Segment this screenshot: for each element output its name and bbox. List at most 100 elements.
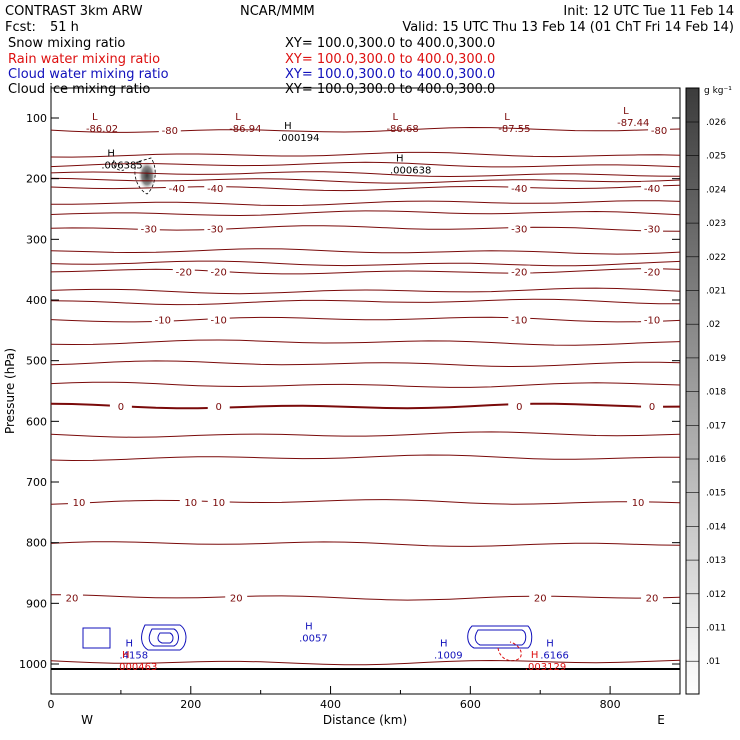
west-endpoint: W: [81, 713, 93, 727]
x-tick-label: 0: [48, 698, 55, 711]
cloud-water-contours: [82, 624, 533, 651]
isotherm-line: [50, 454, 681, 462]
contour-label-bg: [207, 496, 230, 508]
extremum-value: .6166: [540, 651, 569, 662]
contour-label-bg: [204, 222, 227, 234]
isotherm-line: [50, 316, 681, 323]
extremum-value: .006385: [101, 160, 142, 171]
x-tick-label: 800: [600, 698, 621, 711]
contour-label-bg: [67, 496, 90, 508]
contour-label: 0: [516, 402, 522, 413]
extremum-marker: H: [546, 639, 554, 650]
isotherm-line: [50, 177, 681, 184]
contour-label: -30: [141, 224, 157, 235]
contour-label-bg: [508, 265, 531, 277]
extremum-value: -87.44: [617, 118, 649, 129]
colorbar-tick-label: .019: [706, 354, 726, 364]
isotherm-line: [50, 594, 681, 601]
colorbar-ticks: .026 .025 .024 .023 .022 .021 .02 .019 .018 .017.…: [686, 118, 726, 667]
extremum-marker: H: [305, 622, 313, 633]
extremum-marker: L: [92, 112, 98, 123]
colorbar-tick-label: .012: [706, 590, 726, 600]
y-tick-label: 500: [26, 355, 47, 368]
y-axis-label: Pressure (hPa): [3, 348, 17, 434]
extrema-markers: L-86.02L-86.94L-86.68L-87.55L-87.44H.000…: [86, 106, 649, 673]
extremum-marker: H: [125, 639, 133, 650]
y-tick-label: 200: [26, 173, 47, 186]
isotherm-line: [50, 200, 681, 207]
colorbar-tick-label: .021: [706, 287, 726, 297]
contour-label: -10: [644, 315, 660, 326]
contour-label: -10: [155, 315, 171, 326]
x-tick-label: 200: [180, 698, 201, 711]
east-endpoint: E: [657, 713, 665, 727]
ice-contour: [113, 159, 125, 171]
contour-label-bg: [158, 124, 181, 136]
contour-label: -40: [511, 184, 527, 195]
valid-time: Valid: 15 UTC Thu 13 Feb 14 (01 ChT Fri …: [402, 20, 734, 35]
isotherm-line: [50, 210, 681, 217]
contour-label-bg: [641, 591, 664, 603]
contour-label-bg: [165, 181, 188, 193]
extremum-marker: L: [235, 112, 241, 123]
colorbar-unit: g kg⁻¹: [704, 86, 732, 96]
x-tick-label: 600: [460, 698, 481, 711]
y-tick-label: 400: [26, 294, 47, 307]
colorbar-tick-label: .022: [706, 253, 726, 263]
extremum-marker: L: [504, 112, 510, 123]
x-tick-label: 400: [320, 698, 341, 711]
contour-label: 0: [649, 402, 655, 413]
contour-label: 0: [118, 402, 124, 413]
snow-max-shading: [138, 162, 156, 192]
y-tick-label: 600: [26, 415, 47, 428]
contour-label: -10: [211, 315, 227, 326]
extremum-value: -86.02: [86, 124, 118, 135]
contour-label-bg: [529, 591, 552, 603]
contour-label-bg: [179, 496, 202, 508]
isotherm-line: [50, 381, 681, 388]
center-label: NCAR/MMM: [240, 4, 315, 19]
contour-label-bg: [60, 591, 83, 603]
contour-label-bg: [641, 222, 664, 234]
isotherm-line: [50, 659, 681, 666]
contour-label-bg: [508, 181, 531, 193]
extremum-value: -86.94: [229, 124, 261, 135]
colorbar-tick-label: .01: [706, 657, 720, 667]
contour-label: 20: [646, 593, 659, 604]
model-title: CONTRAST 3km ARW: [5, 4, 143, 19]
contour-label-bg: [109, 400, 132, 412]
contour-label: 20: [230, 593, 243, 604]
isotherm-line: [50, 184, 681, 192]
contour-label-bg: [207, 265, 230, 277]
contour-label: -80: [651, 126, 667, 137]
contour-label: 10: [73, 498, 86, 509]
extremum-value: -86.68: [386, 124, 418, 135]
extremum-marker: H: [440, 639, 448, 650]
contour-label: 0: [216, 402, 222, 413]
extremum-marker: H: [284, 121, 292, 132]
contour-label-bg: [627, 496, 650, 508]
colorbar-tick-label: .023: [706, 219, 726, 229]
contour-label-bg: [225, 591, 248, 603]
field-xy-cloudwater: XY= 100.0,300.0 to 400.0,300.0: [285, 67, 495, 82]
contour-label-bg: [508, 400, 531, 412]
colorbar-tick-label: .016: [706, 455, 726, 465]
isotherm-line: [50, 360, 681, 368]
colorbar-tick-label: .024: [706, 185, 726, 195]
extremum-value: .1009: [434, 651, 463, 662]
field-xy-rain: XY= 100.0,300.0 to 400.0,300.0: [285, 52, 495, 67]
isotherm-line: [50, 260, 681, 267]
contour-label-bg: [641, 400, 664, 412]
contour-label-bg: [207, 400, 230, 412]
contour-label-bg: [204, 181, 227, 193]
contour-label-bg: [137, 222, 160, 234]
field-xy-cloudice: XY= 100.0,300.0 to 400.0,300.0: [285, 82, 495, 97]
contour-labels: -80 -80 -40 -40 -40 -40 -30 -30 -30 -30 -20 -20 -20 -…: [60, 124, 671, 604]
contour-label: -20: [176, 267, 192, 278]
contour-label: 10: [632, 498, 645, 509]
contour-label: 20: [66, 593, 79, 604]
contour-label-bg: [648, 124, 671, 136]
extremum-value: .000194: [278, 133, 319, 144]
extremum-value: .000463: [116, 662, 157, 673]
